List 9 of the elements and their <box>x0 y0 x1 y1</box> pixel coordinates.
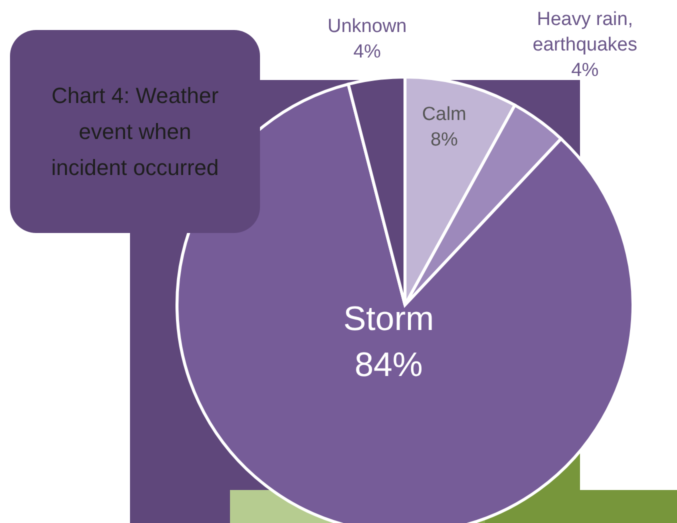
text: Chart 4: Weather event when incident occurred <box>50 82 220 182</box>
data-label: 84% <box>354 346 423 384</box>
slice-label: Unknown <box>328 16 407 38</box>
slice-label: Heavy rain, earthquakes <box>532 8 638 56</box>
slice-label: Storm <box>343 300 434 338</box>
data-label: 4% <box>353 42 381 63</box>
data-label: 8% <box>430 130 458 151</box>
data-label: 4% <box>571 60 599 82</box>
slice-label: Calm <box>422 104 466 125</box>
